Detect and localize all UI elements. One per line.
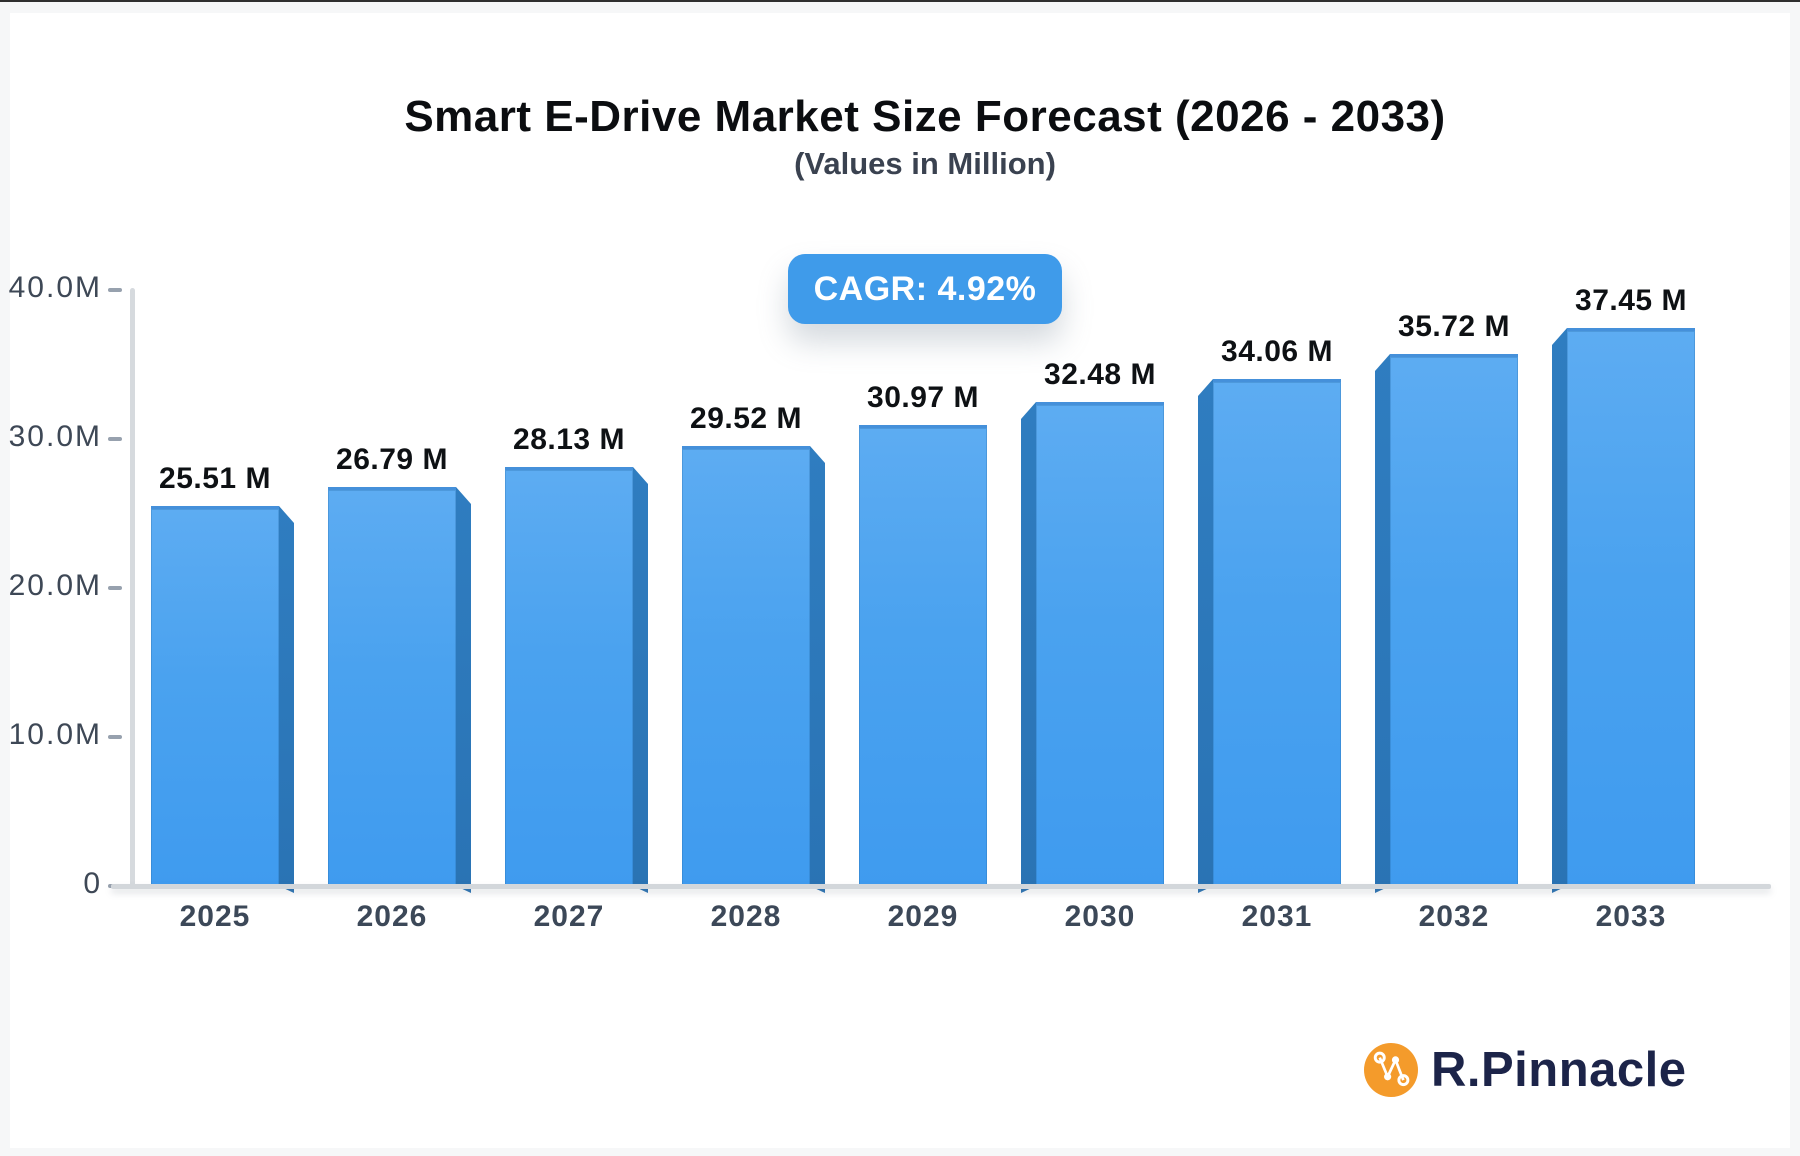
bar-value-label: 29.52 M [690,402,802,435]
bar-value-label: 37.45 M [1575,284,1687,317]
x-axis-label-2030: 2030 [1064,900,1136,933]
chart-title: Smart E-Drive Market Size Forecast (2026… [404,92,1446,141]
chart-subtitle: (Values in Million) [794,146,1056,181]
x-axis-label-2029: 2029 [887,900,959,933]
y-tick-label: 10.0M [8,718,102,751]
x-axis-label-2025: 2025 [179,900,251,933]
bar-2025 [151,506,279,886]
bar-3d-side-face [810,446,825,893]
bar-2030 [1036,402,1164,886]
brand-name: R.Pinnacle [1431,1043,1687,1097]
cagr-badge-label: CAGR: 4.92% [813,269,1037,308]
cagr-badge: CAGR: 4.92% [788,254,1062,324]
y-tick-label: 40.0M [8,271,102,304]
bar-2029 [859,425,987,886]
bar-value-label: 35.72 M [1398,310,1510,343]
bar-2033 [1567,328,1695,886]
bar-value-label: 34.06 M [1221,335,1333,368]
x-axis-label-2033: 2033 [1595,900,1667,933]
bar-3d-side-face [1375,354,1390,893]
bar-3d-side-face [1198,379,1213,893]
bar-value-label: 28.13 M [513,423,625,456]
y-axis-line [130,288,135,888]
bar-2026 [328,487,456,886]
bar-3d-side-face [1021,402,1036,893]
y-tick-label: 30.0M [8,420,102,453]
bar-value-label: 32.48 M [1044,358,1156,391]
x-axis-label-2031: 2031 [1241,900,1313,933]
y-tick-mark [108,586,122,590]
bar-value-label: 30.97 M [867,381,979,414]
y-tick-label: 20.0M [8,569,102,602]
bar-value-label: 26.79 M [336,443,448,476]
y-tick-label: 0 [83,867,102,900]
bar-2028 [682,446,810,886]
y-tick-mark [108,735,122,739]
bar-2032 [1390,354,1518,886]
brand-logo: R.Pinnacle [1364,1042,1687,1098]
x-axis-line [111,884,1771,889]
bar-value-label: 25.51 M [159,462,271,495]
window-top-edge [0,0,1800,2]
bar-3d-side-face [456,487,471,893]
x-axis-label-2028: 2028 [710,900,782,933]
x-axis-label-2027: 2027 [533,900,605,933]
bar-3d-side-face [633,467,648,893]
bar-2031 [1213,379,1341,886]
y-tick-mark [108,288,122,292]
x-axis-label-2026: 2026 [356,900,428,933]
bar-2027 [505,467,633,886]
x-axis-label-2032: 2032 [1418,900,1490,933]
bar-3d-side-face [1552,328,1567,893]
network-nodes-icon [1364,1043,1418,1097]
y-tick-mark [108,437,122,441]
bar-3d-side-face [279,506,294,893]
